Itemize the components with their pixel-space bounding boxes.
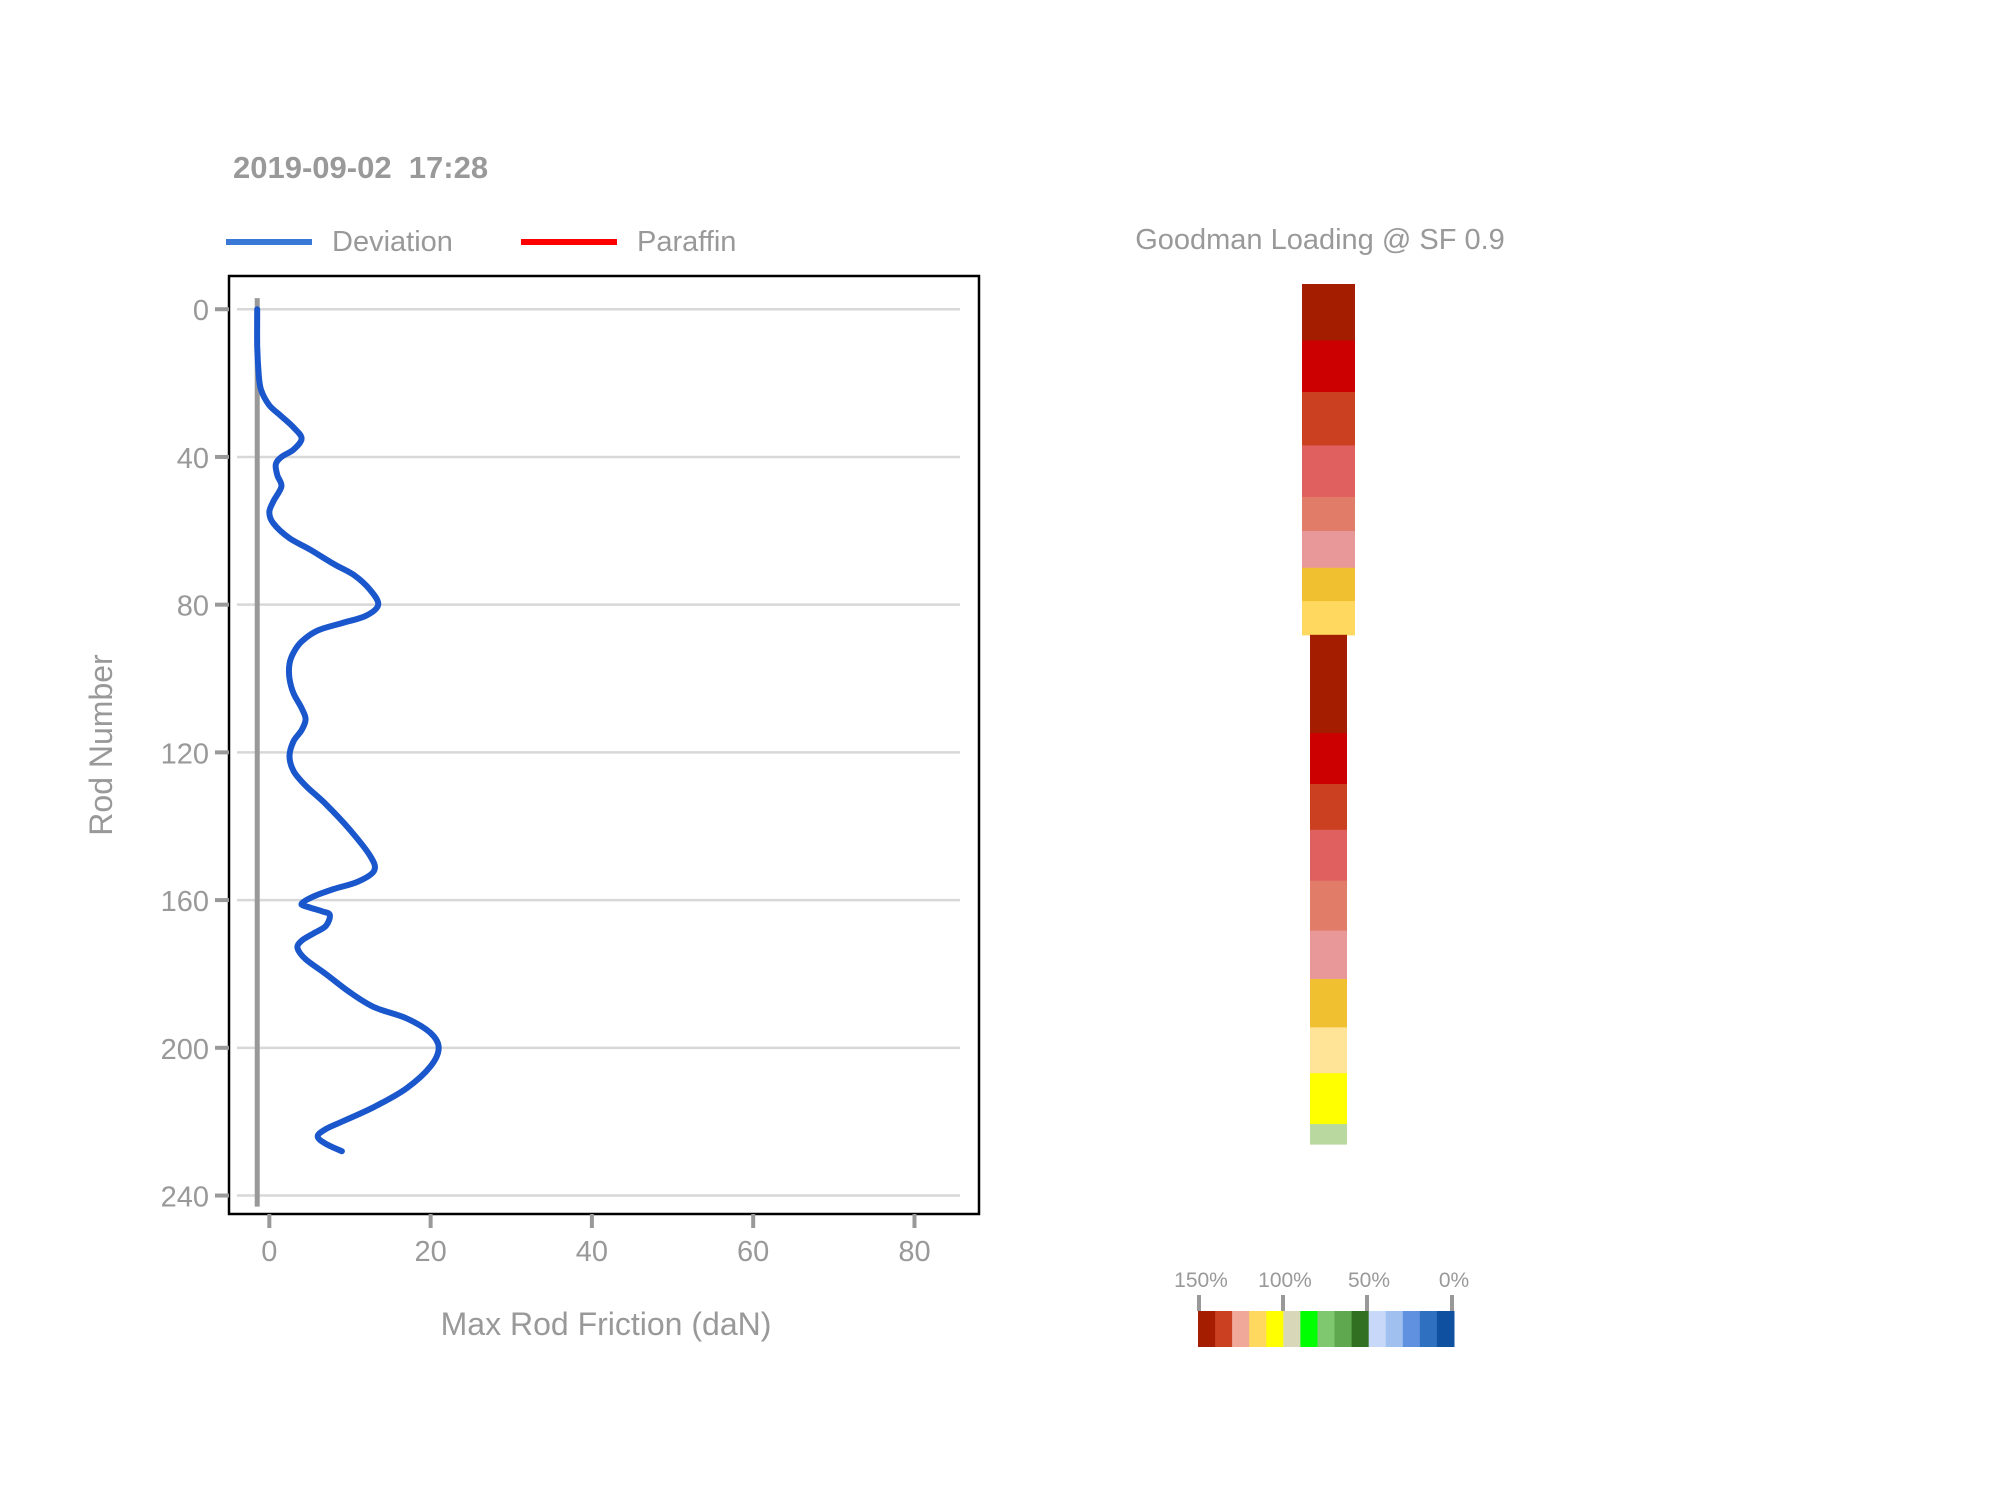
chart-timestamp: 2019-09-02 17:28 bbox=[233, 150, 489, 185]
colorbar-swatch-8 bbox=[1317, 1311, 1336, 1347]
y-axis-label: Rod Number bbox=[83, 654, 119, 836]
goodman-segment-2-8 bbox=[1310, 1027, 1347, 1074]
colorbar-swatch-12 bbox=[1385, 1311, 1404, 1347]
grid-lines bbox=[237, 307, 960, 1197]
goodman-segment-1-8 bbox=[1302, 601, 1355, 636]
x-tick-label-60: 60 bbox=[737, 1236, 769, 1268]
legend-label-deviation: Deviation bbox=[332, 225, 453, 258]
goodman-segment-2-9 bbox=[1310, 1073, 1347, 1125]
y-axis-ticks: 0 40 80 120 160 200 240 bbox=[161, 295, 229, 1214]
colorbar-swatch-1 bbox=[1198, 1311, 1216, 1347]
colorbar-swatch-2 bbox=[1215, 1311, 1233, 1347]
goodman-segment-2-3 bbox=[1310, 784, 1347, 831]
goodman-segment-1-6 bbox=[1302, 531, 1355, 569]
goodman-segment-1-7 bbox=[1302, 567, 1355, 602]
goodman-segment-2-5 bbox=[1310, 880, 1347, 932]
y-tick-label-80: 80 bbox=[177, 591, 209, 623]
legend-swatch-deviation bbox=[226, 239, 312, 245]
colorbar-tick-label-3: 50% bbox=[1348, 1269, 1390, 1292]
series-layer bbox=[254, 306, 442, 1155]
goodman-segment-2-1 bbox=[1310, 634, 1347, 734]
legend-item-deviation: Deviation bbox=[226, 225, 453, 258]
colorbar-swatch-6 bbox=[1283, 1311, 1301, 1347]
colorbar-swatch-3 bbox=[1232, 1311, 1250, 1347]
x-axis-label: Max Rod Friction (daN) bbox=[441, 1306, 772, 1342]
x-tick-label-20: 20 bbox=[414, 1236, 446, 1268]
goodman-segment-1-3 bbox=[1302, 392, 1355, 446]
goodman-segment-2-6 bbox=[1310, 930, 1347, 980]
y-tick-label-160: 160 bbox=[161, 886, 209, 918]
y-tick-label-120: 120 bbox=[161, 738, 209, 770]
y-tick-label-200: 200 bbox=[161, 1034, 209, 1066]
goodman-segment-1-5 bbox=[1302, 496, 1355, 532]
goodman-segment-2-10 bbox=[1310, 1124, 1347, 1145]
colorbar-swatch-15 bbox=[1436, 1311, 1455, 1347]
colorbar-swatch-10 bbox=[1351, 1311, 1370, 1347]
goodman-segment-1-4 bbox=[1302, 445, 1355, 498]
colorbar-swatch-9 bbox=[1334, 1311, 1353, 1347]
goodman-segment-1-2 bbox=[1302, 340, 1355, 393]
goodman-segment-2-2 bbox=[1310, 733, 1347, 785]
colorbar-tick-label-2: 100% bbox=[1258, 1269, 1312, 1292]
colorbar-swatch-7 bbox=[1300, 1311, 1318, 1347]
colorbar-swatch-14 bbox=[1419, 1311, 1438, 1347]
legend-item-paraffin: Paraffin bbox=[521, 225, 737, 258]
x-tick-label-80: 80 bbox=[898, 1236, 930, 1268]
legend-swatch-paraffin bbox=[521, 239, 617, 245]
y-tick-label-40: 40 bbox=[177, 443, 209, 475]
colorbar-tick-label-1: 150% bbox=[1174, 1269, 1228, 1292]
x-tick-label-0: 0 bbox=[261, 1236, 277, 1268]
colorbar-swatch-11 bbox=[1368, 1311, 1387, 1347]
colorbar-swatch-5 bbox=[1266, 1311, 1284, 1347]
goodman-segment-1-1 bbox=[1302, 284, 1355, 342]
plot-frame bbox=[227, 274, 981, 1216]
friction-chart: 0 40 80 120 160 200 240 0 20 40 60 80 Max Rod Fric… bbox=[83, 274, 981, 1342]
y-tick-label-240: 240 bbox=[161, 1182, 209, 1214]
legend-label-paraffin: Paraffin bbox=[637, 225, 737, 258]
colorbar-swatch-13 bbox=[1402, 1311, 1421, 1347]
series-line-deviation bbox=[254, 306, 442, 1155]
colorbar-tick-label-4: 0% bbox=[1439, 1269, 1469, 1292]
goodman-segment-2-4 bbox=[1310, 829, 1347, 882]
goodman-colorbar: 150% 100% 50% 0% bbox=[1174, 1269, 1469, 1347]
y-tick-label-0: 0 bbox=[193, 295, 209, 327]
goodman-title: Goodman Loading @ SF 0.9 bbox=[1135, 224, 1505, 256]
x-axis-ticks: 0 20 40 60 80 bbox=[261, 1214, 931, 1268]
x-tick-label-40: 40 bbox=[576, 1236, 608, 1268]
goodman-segment-2-7 bbox=[1310, 979, 1347, 1028]
colorbar-swatch-4 bbox=[1249, 1311, 1267, 1347]
goodman-loading-strips bbox=[1302, 284, 1355, 1145]
